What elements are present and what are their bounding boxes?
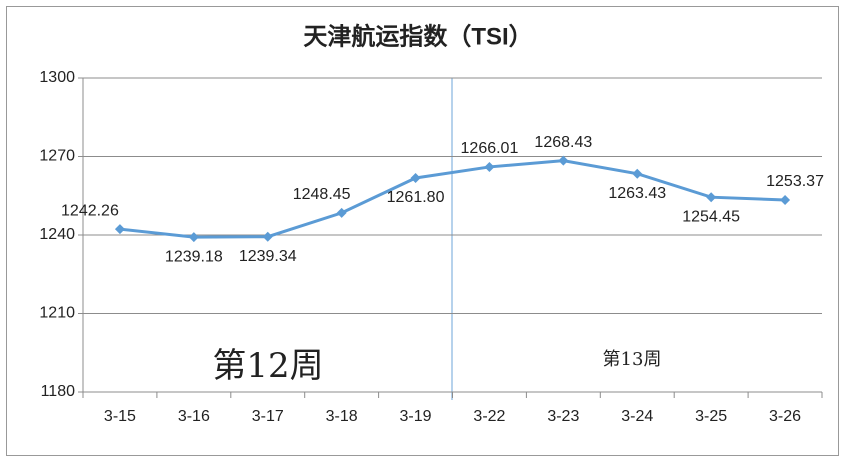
data-label: 1263.43 (608, 185, 666, 202)
marker (558, 155, 569, 166)
marker (188, 232, 199, 243)
x-tick-label: 3-17 (252, 408, 284, 425)
x-tick-label: 3-15 (104, 408, 136, 425)
data-label: 1239.34 (239, 248, 297, 265)
marker (336, 207, 347, 218)
marker (484, 161, 495, 172)
x-tick-label: 3-24 (621, 408, 653, 425)
x-tick-label: 3-26 (769, 408, 801, 425)
data-label: 1239.18 (165, 248, 223, 265)
data-label: 1261.80 (387, 189, 445, 206)
x-tick-label: 3-18 (326, 408, 358, 425)
x-tick-label: 3-22 (473, 408, 505, 425)
y-tick-label: 1300 (39, 69, 75, 86)
marker (780, 195, 791, 206)
marker (262, 231, 273, 242)
y-tick-label: 1240 (39, 226, 75, 243)
x-tick-label: 3-19 (400, 408, 432, 425)
annotation: 第12周 (212, 346, 323, 386)
marker (632, 168, 643, 179)
data-label: 1248.45 (293, 186, 351, 203)
data-label: 1254.45 (682, 208, 740, 225)
annotation: 第13周 (603, 349, 662, 370)
x-tick-label: 3-25 (695, 408, 727, 425)
y-tick-label: 1180 (41, 383, 76, 400)
chart-title: 天津航运指数（TSI） (303, 22, 532, 50)
data-label: 1266.01 (461, 140, 519, 157)
x-tick-label: 3-16 (178, 408, 210, 425)
data-label: 1253.37 (766, 173, 824, 190)
marker (706, 192, 717, 203)
data-label: 1242.26 (61, 202, 119, 219)
marker (114, 224, 125, 235)
line (119, 159, 786, 239)
data-label: 1268.43 (534, 134, 592, 151)
y-tick-label: 1270 (39, 148, 75, 165)
y-tick-label: 1210 (39, 305, 75, 322)
marker (410, 172, 421, 183)
x-tick-label: 3-23 (547, 408, 579, 425)
